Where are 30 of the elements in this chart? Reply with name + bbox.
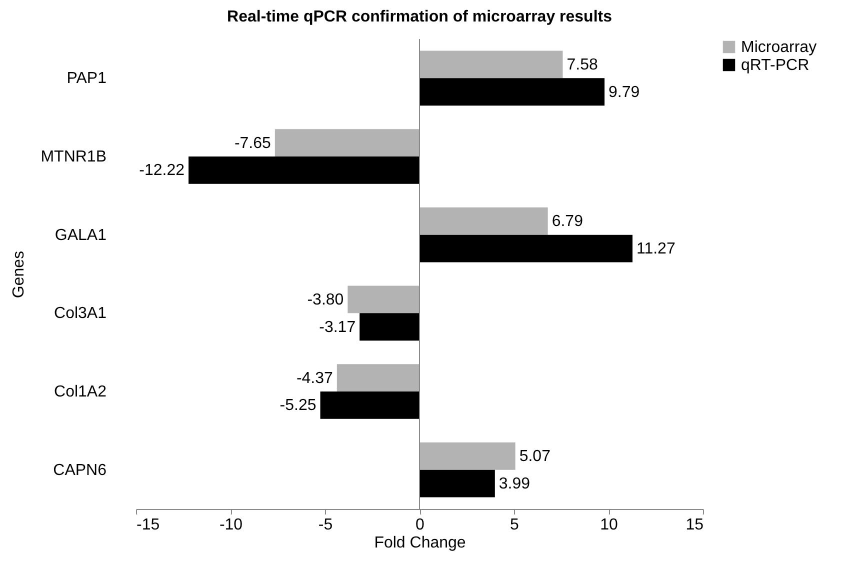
data-label: -3.17 (319, 318, 356, 336)
x-tick-label: -5 (318, 516, 333, 534)
data-label: -12.22 (139, 162, 185, 180)
data-label: -4.37 (296, 370, 334, 387)
data-label: -3.80 (307, 291, 344, 308)
x-tick-label: 0 (416, 516, 425, 534)
data-label: 5.07 (519, 448, 551, 466)
data-label: 9.79 (608, 84, 640, 101)
data-label: 3.99 (498, 476, 530, 493)
legend-label: qRT-PCR (741, 57, 810, 74)
y-tick-label: Col1A2 (54, 384, 107, 400)
y-axis-title: Genes (10, 250, 28, 298)
y-tick-label: GALA1 (54, 226, 107, 244)
y-tick-label: PAP1 (66, 70, 107, 88)
chart-title: Real-time qPCR confirmation of microarray results (227, 8, 612, 26)
data-label: 6.79 (552, 213, 584, 230)
y-tick-label: MTNR1B (40, 148, 106, 166)
legend-label: Microarray (741, 39, 817, 56)
data-label: 7.58 (566, 56, 598, 74)
x-axis-title: Fold Change (374, 534, 466, 552)
data-label: -7.65 (234, 134, 272, 152)
x-tick-label: -10 (219, 516, 243, 534)
y-tick-label: Col3A1 (54, 305, 107, 322)
data-label: -5.25 (280, 397, 316, 414)
x-tick-label: 15 (686, 516, 704, 534)
x-tick-label: 10 (600, 516, 618, 534)
x-tick-label: -15 (136, 516, 160, 534)
x-tick-label: 5 (510, 516, 520, 534)
data-label: 11.27 (636, 240, 676, 258)
y-tick-label: CAPN6 (53, 462, 107, 479)
